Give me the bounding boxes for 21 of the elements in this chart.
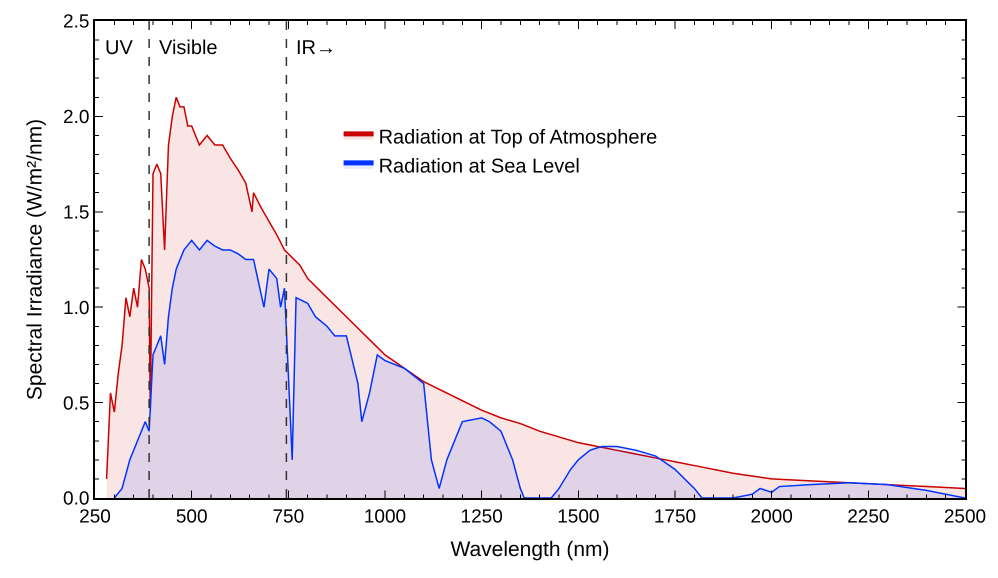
y-tick-label: 1.5 bbox=[63, 202, 90, 224]
x-axis-title: Wavelength (nm) bbox=[450, 538, 610, 562]
x-tick-label: 2250 bbox=[847, 506, 890, 528]
x-tick-label: 1250 bbox=[460, 506, 503, 528]
x-tick-label: 750 bbox=[272, 506, 304, 528]
x-tick-label: 500 bbox=[176, 506, 208, 528]
x-tick-label: 1750 bbox=[654, 506, 696, 528]
y-tick-label: 2.5 bbox=[63, 12, 90, 33]
annotation: UV bbox=[105, 37, 134, 59]
annotation: Visible bbox=[159, 37, 218, 59]
legend-label: Radiation at Top of Atmosphere bbox=[378, 126, 658, 149]
y-tick-label: 2.0 bbox=[63, 107, 90, 128]
y-axis-title: Spectral Irradiance (W/m²/nm) bbox=[24, 118, 47, 400]
legend-label: Radiation at Sea Level bbox=[378, 156, 580, 178]
x-tick-label: 1500 bbox=[557, 506, 600, 528]
x-tick-label: 1000 bbox=[364, 506, 406, 528]
y-tick-label: 1.0 bbox=[63, 298, 90, 319]
annotation: IR→ bbox=[296, 37, 336, 59]
x-tick-label: 2500 bbox=[944, 506, 986, 528]
y-tick-label: 0.5 bbox=[63, 393, 90, 414]
x-tick-label: 2000 bbox=[750, 506, 793, 528]
